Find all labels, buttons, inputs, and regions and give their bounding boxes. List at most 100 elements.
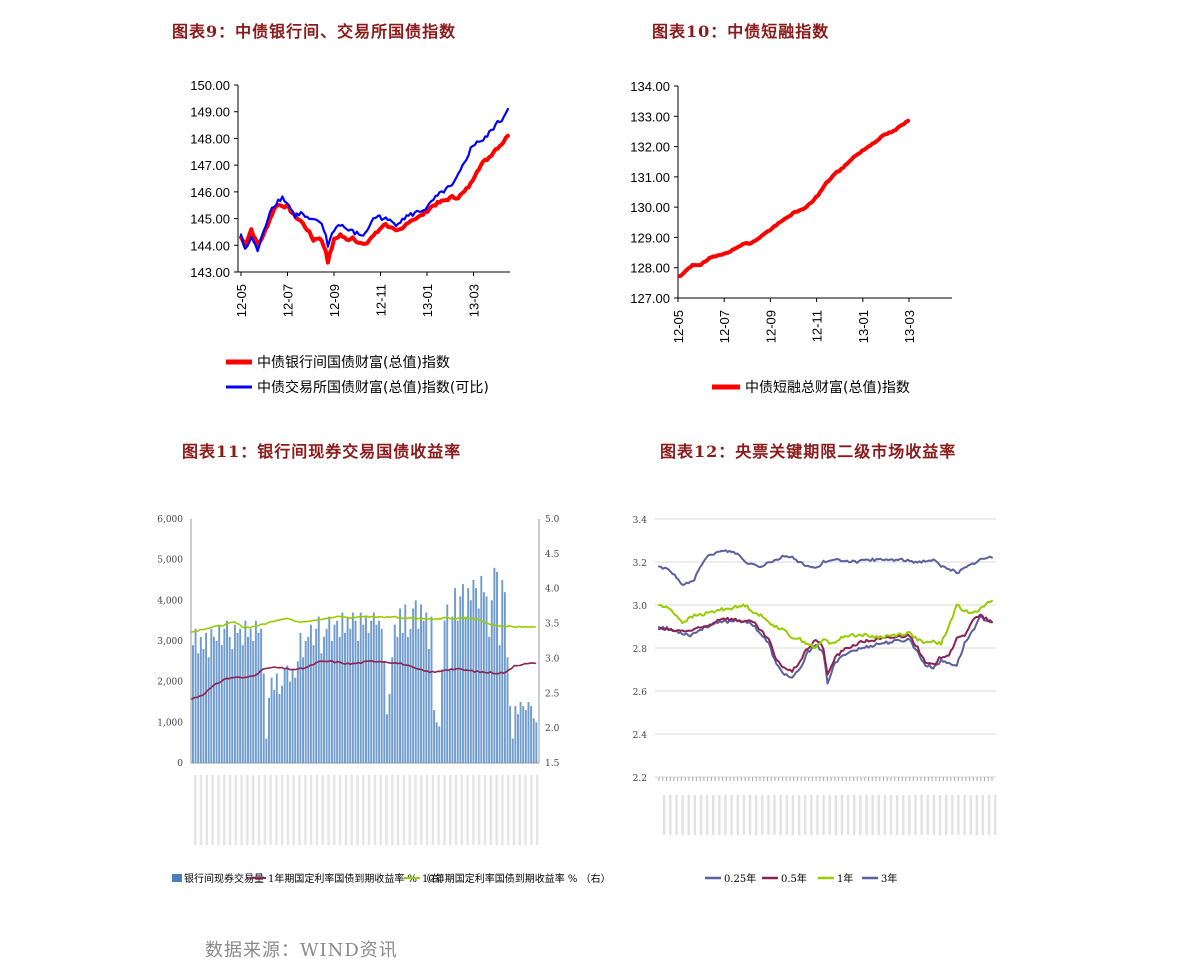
chart11-bar: [367, 632, 370, 763]
chart9-legend-label: 中债银行间国债财富(总值)指数: [257, 354, 450, 371]
chart11-bar: [535, 722, 538, 763]
chart11-bar: [239, 628, 242, 763]
chart11-bar: [414, 600, 417, 763]
chart11-bar: [192, 645, 194, 763]
chart11-bar: [467, 588, 470, 763]
chart11-bar: [406, 636, 409, 763]
chart11-bar: [530, 706, 533, 763]
chart11-bar: [212, 636, 215, 763]
chart10-y-tick-label: 133.00: [630, 109, 670, 124]
chart11-date-label: [304, 775, 307, 845]
chart12-date-label: [963, 795, 966, 835]
chart11-date-label: [495, 775, 498, 845]
chart11-bar: [315, 628, 318, 763]
chart12-date-label: [669, 795, 672, 835]
chart11-bar: [375, 624, 378, 763]
chart11-bar: [288, 681, 291, 763]
chart12-date-label: [859, 795, 862, 835]
chart10-legend-label: 中债短融总财富(总值)指数: [745, 379, 910, 396]
chart9-series-interbank: [239, 133, 510, 265]
chart11-bar: [441, 669, 443, 763]
chart11-legend-label: 10年期国定利率国债到期收益率 % （右）: [422, 872, 611, 885]
chart11-date-label: [211, 775, 214, 845]
chart9-y-tick-label: 148.00: [190, 131, 230, 146]
chart11-date-label: [524, 775, 527, 845]
chart11-date-label: [252, 775, 255, 845]
chart11-date-label: [309, 775, 313, 845]
chart12-date-label: [889, 795, 893, 835]
chart11-bar: [309, 624, 312, 763]
chart12-date-label: [828, 795, 831, 835]
chart11-date-label: [194, 775, 197, 845]
chart11-bar: [247, 636, 249, 763]
chart12-date-label: [693, 795, 696, 835]
chart11-bar: [359, 612, 362, 763]
chart11-bar: [262, 673, 265, 763]
chart12-date-label: [840, 795, 844, 835]
chart11-date-label: [367, 775, 371, 845]
chart11-right-tick-label: 3.0: [545, 654, 560, 664]
chart11-bar: [312, 645, 315, 763]
chart9-y-tick-label: 145.00: [190, 212, 230, 227]
chart11-date-label: [350, 775, 353, 845]
chart11-bar: [446, 604, 449, 763]
chart12-date-label: [718, 795, 721, 835]
chart9-y-tick-label: 143.00: [190, 265, 230, 280]
chart11-bar: [477, 608, 480, 763]
chart12-date-label: [975, 795, 978, 835]
chart12-date-label: [785, 795, 788, 835]
chart11-left-tick-label: 4,000: [157, 596, 183, 606]
chart12-date-label: [681, 795, 684, 835]
chart11-date-label: [228, 775, 232, 845]
chart11-date-label: [402, 775, 406, 845]
chart11-bar: [333, 624, 336, 763]
chart11-bar: [488, 636, 491, 763]
chart11-bar: [401, 632, 404, 763]
chart11-date-label: [530, 775, 533, 845]
chart12-y-tick-label: 3.4: [633, 516, 648, 526]
chart12-date-label: [663, 795, 666, 835]
chart11-bar: [302, 657, 305, 763]
chart11-right-tick-label: 5.0: [545, 515, 560, 525]
chart11-bar: [454, 588, 457, 763]
chart12-date-label: [797, 795, 801, 835]
chart11-bar: [205, 632, 208, 763]
chart12-date-label: [920, 795, 923, 835]
chart11-bar: [299, 632, 302, 763]
chart12-date-label: [981, 795, 985, 835]
chart11-bar: [430, 616, 433, 763]
chart11-bar: [498, 645, 501, 763]
chart12-y-tick-label: 2.8: [633, 645, 648, 655]
chart11-bar: [218, 624, 221, 763]
chart12-legend-label: 1年: [837, 872, 853, 885]
chart12-legend-label: 0.5年: [781, 872, 807, 885]
chart11-bar: [511, 738, 514, 763]
chart9-x-tick-label: 12-07: [281, 284, 296, 317]
chart9-x-tick-label: 13-01: [420, 284, 435, 317]
chart12-date-label: [834, 795, 837, 835]
chart12-y-tick-label: 2.6: [633, 688, 648, 698]
chart11-bar: [490, 600, 493, 763]
chart11-bar: [524, 710, 527, 763]
chart10-x-tick-label: 12-07: [717, 310, 732, 343]
chart12-date-label: [853, 795, 856, 835]
chart11-date-label: [507, 775, 510, 845]
chart12-date-label: [791, 795, 795, 835]
chart12-date-label: [767, 795, 770, 835]
chart11-bar: [244, 620, 247, 763]
chart12-date-label: [987, 795, 991, 835]
chart11: 6,000 5,000 4,000 3,000 2,000 1,000 0 5.0 4.5 4.0…: [157, 515, 610, 885]
chart11-date-label: [280, 775, 284, 845]
chart11-bar: [220, 645, 223, 763]
chart11-bar: [260, 628, 263, 763]
chart11-bar: [417, 628, 420, 763]
chart12-y-tick-label: 2.2: [633, 774, 647, 784]
chart11-legend-label: 1年期国定利率国债到期收益率 % （右）: [268, 872, 450, 885]
chart11-date-label: [344, 775, 348, 845]
chart11-date-label: [483, 775, 487, 845]
chart11-bar: [393, 624, 396, 763]
chart11-bar: [461, 584, 464, 763]
chart11-bar: [475, 588, 478, 763]
chart9-y-tick-label: 146.00: [190, 185, 230, 200]
chart11-date-label: [460, 775, 463, 845]
